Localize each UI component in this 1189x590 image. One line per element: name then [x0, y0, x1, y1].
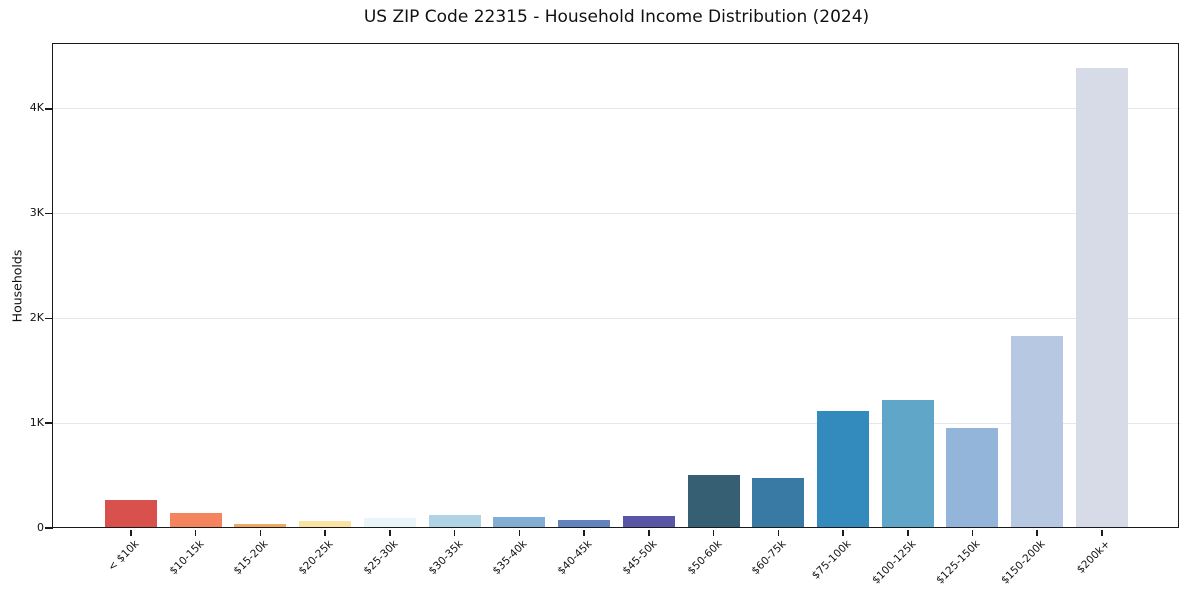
y-tick-label: 0 [37, 520, 44, 534]
x-tick [971, 529, 974, 536]
y-tick [45, 317, 53, 320]
bar-$15-20k [234, 524, 287, 528]
gridline [53, 108, 1180, 110]
gridline [53, 317, 1180, 319]
y-tick-label: 4K [29, 101, 44, 115]
bar-$40-45k [558, 520, 611, 528]
y-tick-label: 1K [29, 415, 44, 429]
bar-$20-25k [299, 521, 352, 528]
x-tick [518, 529, 521, 536]
bar-$100-125k [881, 399, 934, 528]
x-tick-label: < $10k [105, 538, 142, 574]
bar-< $10k [105, 500, 157, 528]
x-tick [259, 529, 262, 536]
y-tick [45, 108, 53, 110]
x-tick [389, 529, 391, 536]
bar-$50-60k [687, 474, 740, 528]
y-tick [45, 527, 53, 529]
y-tick [45, 212, 53, 215]
gridline [53, 422, 1180, 424]
bar-$35-40k [493, 517, 546, 528]
plot-area [52, 43, 1179, 528]
gridline [53, 213, 1180, 215]
bar-$25-30k [363, 517, 416, 528]
x-tick [777, 529, 780, 536]
y-tick [45, 422, 53, 424]
bar-$45-50k [622, 515, 675, 528]
x-tick [712, 529, 715, 536]
x-tick [324, 529, 326, 536]
bar-$75-100k [817, 410, 870, 528]
x-tick [907, 529, 909, 536]
bar-$200k+ [1075, 68, 1128, 528]
y-tick-label: 2K [29, 310, 44, 324]
x-tick [648, 529, 650, 536]
bar-$10-15k [169, 512, 222, 528]
x-tick [1101, 529, 1103, 536]
chart-title: US ZIP Code 22315 - Household Income Dis… [363, 7, 870, 27]
bar-$30-35k [428, 515, 481, 528]
bar-$125-150k [946, 428, 999, 528]
y-tick-label: 3K [29, 206, 44, 220]
x-tick [842, 529, 844, 536]
x-tick [1036, 529, 1038, 536]
x-tick [453, 529, 456, 536]
x-tick [583, 529, 585, 536]
bar-$60-75k [752, 477, 805, 528]
bar-$150-200k [1011, 336, 1064, 528]
x-tick [130, 529, 132, 536]
x-tick [194, 529, 197, 536]
